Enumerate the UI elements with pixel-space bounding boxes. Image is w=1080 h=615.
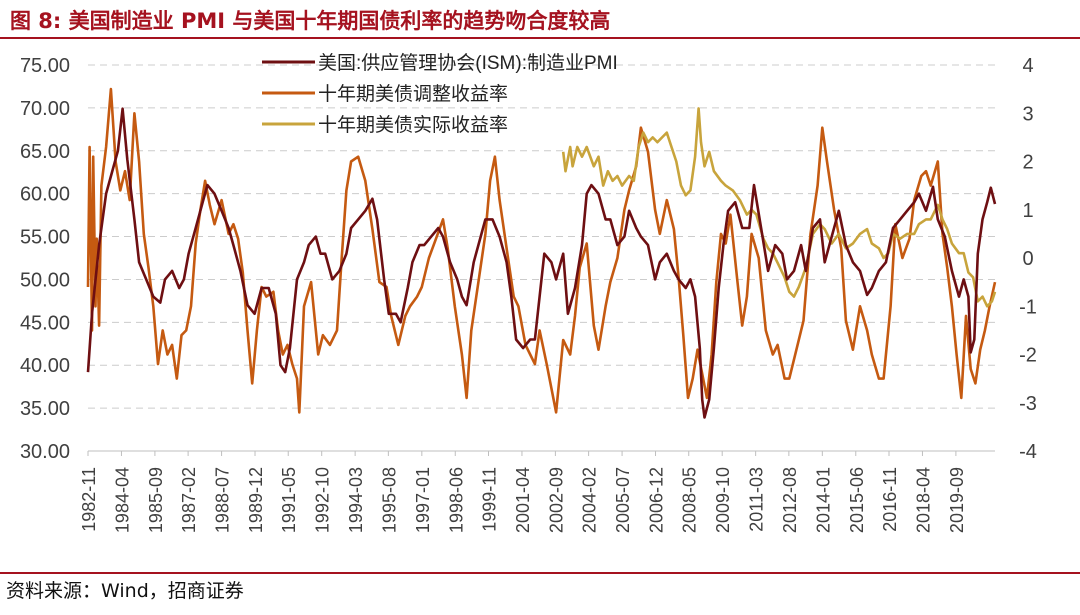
y-right-tick-label: -2 [1019, 345, 1037, 367]
x-tick-label: 2011-03 [747, 467, 767, 532]
x-tick-label: 2014-01 [813, 467, 833, 533]
y-right-tick-label: 3 [1022, 103, 1033, 125]
line-chart: 30.00 35.00 40.00 45.00 50.00 55.00 60.00 65.00… [20, 52, 1037, 533]
x-tick-label: 1982-11 [79, 467, 99, 532]
gridlines [88, 64, 995, 452]
y-left-tick-label: 55.00 [20, 227, 70, 249]
y-right-tick-label: -3 [1019, 393, 1037, 415]
y-left-tick-label: 70.00 [20, 98, 70, 120]
y-right-tick-label: 0 [1022, 248, 1033, 270]
x-axis: 1982-11 1984-04 1985-09 1987-02 1988-07 1989-… [79, 450, 995, 533]
x-tick-label: 2002-09 [546, 467, 566, 533]
x-tick-label: 2009-10 [713, 467, 733, 533]
y-left-tick-label: 35.00 [20, 398, 70, 420]
y-axis-left: 30.00 35.00 40.00 45.00 50.00 55.00 60.00 65.00… [20, 55, 70, 463]
legend-label-2: 十年期美债实际收益率 [318, 114, 508, 136]
y-right-tick-label: -1 [1019, 296, 1037, 318]
source-note: 资料来源：Wind，招商证券 [6, 580, 244, 602]
x-tick-label: 1997-01 [413, 467, 433, 533]
legend: 美国:供应管理协会(ISM):制造业PMI 十年期美债调整收益率十年期美债实际收益… [262, 52, 618, 136]
y-left-tick-label: 50.00 [20, 269, 70, 291]
x-tick-label: 1985-09 [146, 467, 166, 533]
series-line-1 [86, 87, 997, 414]
y-left-tick-label: 60.00 [20, 184, 70, 206]
y-left-tick-label: 45.00 [20, 312, 70, 334]
legend-label-1: 十年期美债调整收益率 [318, 83, 508, 105]
x-tick-label: 2012-08 [780, 467, 800, 533]
x-tick-label: 1995-08 [379, 467, 399, 533]
y-left-tick-label: 65.00 [20, 141, 70, 163]
series-lines [86, 87, 997, 419]
x-tick-label: 1989-12 [246, 467, 266, 533]
x-tick-label: 2001-04 [513, 467, 533, 533]
x-tick-label: 2004-02 [580, 467, 600, 533]
legend-label-0: 美国:供应管理协会(ISM):制造业PMI [318, 52, 618, 74]
figure-title: 图 8: 美国制造业 PMI 与美国十年期国债利率的趋势吻合度较高 [10, 9, 611, 33]
x-tick-label: 2018-04 [913, 467, 933, 533]
y-left-tick-label: 30.00 [20, 441, 70, 463]
x-tick-label: 2015-06 [847, 467, 867, 533]
y-right-tick-label: 4 [1022, 55, 1033, 77]
source-rule [0, 572, 1080, 574]
x-tick-label: 1991-05 [279, 467, 299, 533]
title-rule [0, 37, 1080, 39]
x-tick-label: 1998-06 [446, 467, 466, 533]
y-left-tick-label: 40.00 [20, 355, 70, 377]
y-left-tick-label: 75.00 [20, 55, 70, 77]
y-axis-right: -4 -3 -2 -1 0 1 2 3 4 [1019, 55, 1037, 463]
x-tick-label: 2008-05 [680, 467, 700, 533]
x-tick-label: 1992-10 [313, 467, 333, 533]
x-tick-label: 1999-11 [479, 467, 499, 532]
x-tick-label: 2005-07 [613, 467, 633, 533]
x-tick-label: 1994-03 [346, 467, 366, 533]
x-tick-label: 1988-07 [213, 467, 233, 533]
y-right-tick-label: -4 [1019, 441, 1037, 463]
series-line-2 [561, 107, 997, 308]
y-right-tick-label: 2 [1022, 152, 1033, 174]
x-tick-label: 2016-11 [880, 467, 900, 532]
x-tick-label: 2019-09 [947, 467, 967, 533]
x-tick-label: 2006-12 [647, 467, 667, 533]
series-line-0 [86, 107, 997, 419]
x-tick-label: 1987-02 [179, 467, 199, 533]
y-right-tick-label: 1 [1022, 200, 1033, 222]
x-tick-label: 1984-04 [112, 467, 132, 533]
